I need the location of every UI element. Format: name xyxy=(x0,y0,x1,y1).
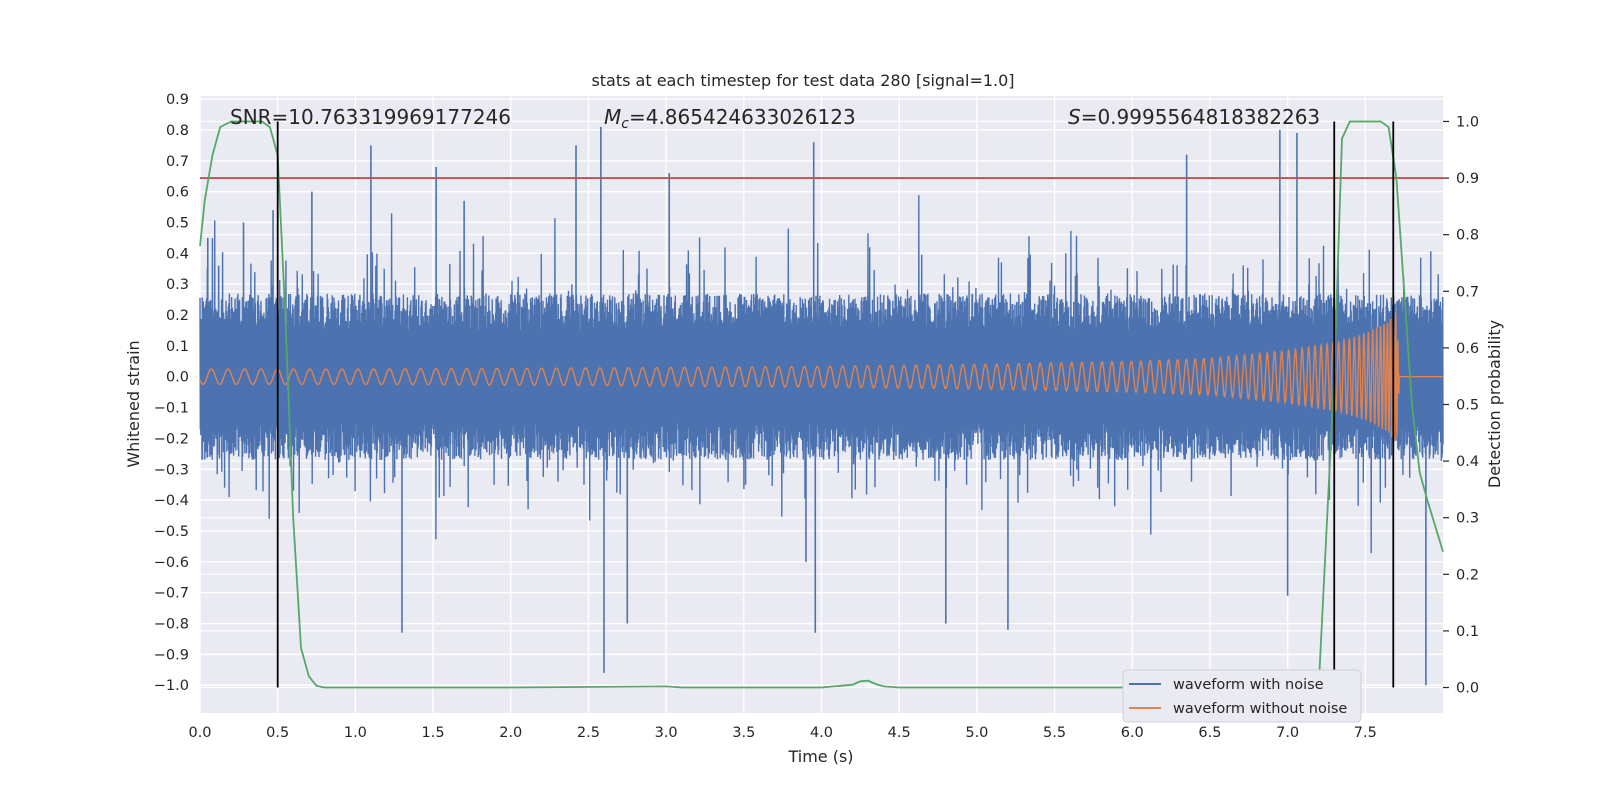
x-tick-label-4: 2.0 xyxy=(499,725,522,741)
chart-title: stats at each timestep for test data 280… xyxy=(591,71,1014,90)
y2-tick-label-4: 0.6 xyxy=(1456,341,1479,357)
series-detection-probability xyxy=(199,120,1444,689)
y-axis-label: Whitened strain xyxy=(124,340,143,467)
x-tick-label-14: 7.0 xyxy=(1276,725,1299,741)
y2-tick-label-8: 0.2 xyxy=(1456,567,1479,583)
y-tick-label-3: 0.6 xyxy=(166,185,189,201)
y-tick-label-8: 0.1 xyxy=(166,339,189,355)
y-tick-label-17: −0.8 xyxy=(154,617,189,633)
y-tick-label-14: −0.5 xyxy=(154,524,189,540)
y-tick-label-12: −0.3 xyxy=(154,462,189,478)
y-tick-label-15: −0.6 xyxy=(154,555,189,571)
x-tick-label-2: 1.0 xyxy=(344,725,367,741)
y2-tick-label-5: 0.5 xyxy=(1456,398,1479,414)
y-tick-label-2: 0.7 xyxy=(166,154,189,170)
snr-annotation: SNR=10.763319969177246 xyxy=(230,105,511,129)
y2-tick-label-6: 0.4 xyxy=(1456,454,1479,470)
y-tick-label-0: 0.9 xyxy=(166,92,189,108)
x-axis-label: Time (s) xyxy=(787,747,853,766)
x-tick-label-15: 7.5 xyxy=(1354,725,1377,741)
x-tick-label-8: 4.0 xyxy=(810,725,833,741)
axes: 0.0 0.5 1.0 1.5 2.0 2.5 3.0 3.5 4.0 4.5 5.0 5.5 6.0 6… xyxy=(154,92,1479,741)
chirp-mass-annotation: Mc=4.865424633026123 xyxy=(604,105,856,132)
x-tick-label-9: 4.5 xyxy=(888,725,911,741)
x-tick-label-3: 1.5 xyxy=(422,725,445,741)
y-tick-label-6: 0.3 xyxy=(166,277,189,293)
y-tick-label-19: −1.0 xyxy=(154,678,189,694)
chart-marks xyxy=(199,120,1444,689)
x-tick-label-5: 2.5 xyxy=(577,725,600,741)
y-tick-label-11: −0.2 xyxy=(154,431,189,447)
y2-tick-label-10: 0.0 xyxy=(1456,681,1479,697)
y2-tick-label-9: 0.1 xyxy=(1456,624,1479,640)
x-tick-label-6: 3.0 xyxy=(655,725,678,741)
y2-tick-label-1: 0.9 xyxy=(1456,171,1479,187)
x-tick-label-1: 0.5 xyxy=(266,725,289,741)
y-tick-label-7: 0.2 xyxy=(166,308,189,324)
annotations: SNR=10.763319969177246 Mc=4.865424633026… xyxy=(230,105,1320,132)
legend-label-clean: waveform without noise xyxy=(1173,701,1347,717)
series-waveform-with-noise xyxy=(199,195,1444,554)
y-tick-label-1: 0.8 xyxy=(166,123,189,139)
y-tick-label-5: 0.4 xyxy=(166,246,189,262)
y-tick-label-16: −0.7 xyxy=(154,586,189,602)
y2-tick-label-2: 0.8 xyxy=(1456,228,1479,244)
series-waveform-without-noise xyxy=(199,311,1443,442)
x-tick-label-11: 5.5 xyxy=(1043,725,1066,741)
y-tick-label-9: 0.0 xyxy=(166,370,189,386)
y2-tick-label-3: 0.7 xyxy=(1456,284,1479,300)
x-tick-label-0: 0.0 xyxy=(188,725,211,741)
legend-label-noise: waveform with noise xyxy=(1173,677,1324,693)
y2-tick-label-7: 0.3 xyxy=(1456,511,1479,527)
y-tick-label-4: 0.5 xyxy=(166,215,189,231)
x-tick-label-10: 5.0 xyxy=(965,725,988,741)
y-tick-label-13: −0.4 xyxy=(154,493,189,509)
s-annotation: S=0.9995564818382263 xyxy=(1068,105,1320,129)
x-tick-label-12: 6.0 xyxy=(1121,725,1144,741)
x-tick-label-7: 3.5 xyxy=(732,725,755,741)
y2-axis-label: Detection probability xyxy=(1485,320,1504,488)
y2-tick-label-0: 1.0 xyxy=(1456,114,1479,130)
legend: waveform with noise waveform without noi… xyxy=(1122,669,1362,723)
legend-box xyxy=(1122,669,1362,723)
y-tick-label-10: −0.1 xyxy=(154,401,189,417)
y-tick-label-18: −0.9 xyxy=(154,647,189,663)
x-tick-label-13: 6.5 xyxy=(1198,725,1221,741)
